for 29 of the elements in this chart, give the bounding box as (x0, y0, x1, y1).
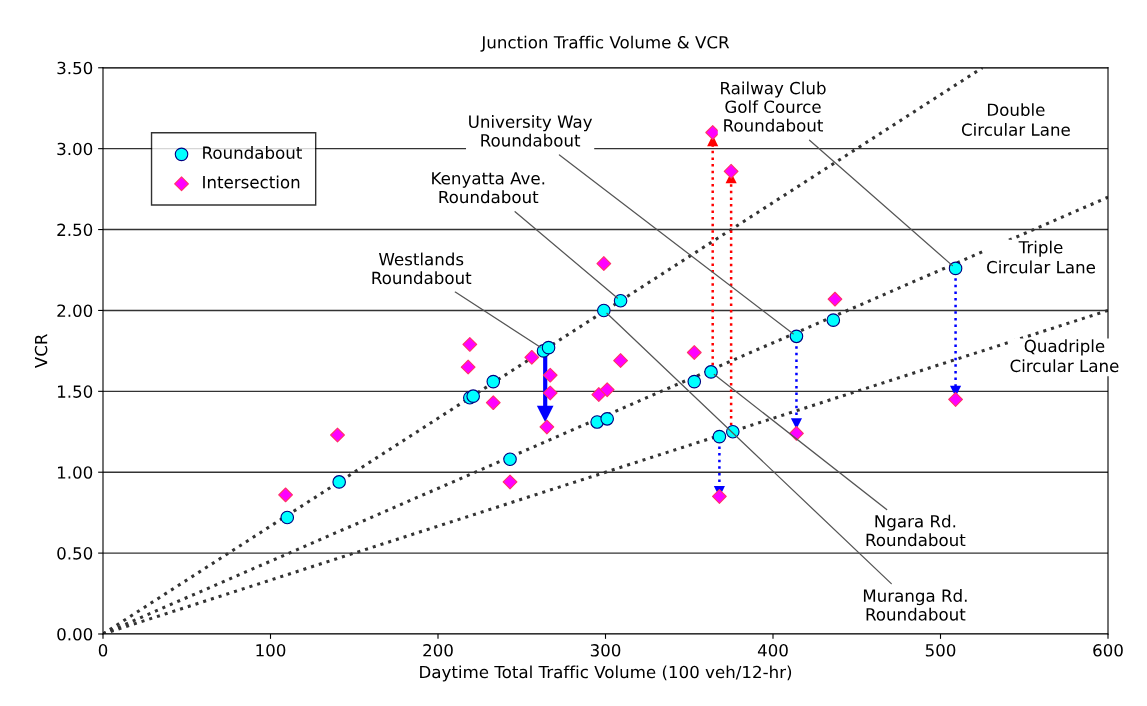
series-label: Quadriple Circular Lane (1010, 339, 1119, 373)
series-label: Double Circular Lane (961, 103, 1070, 136)
x-tick-label: 200 (423, 644, 453, 657)
x-tick-label: 0 (98, 644, 108, 657)
x-tick-label: 300 (590, 644, 621, 657)
y-tick-label: 3.50 (57, 61, 93, 75)
y-tick-label: 3.00 (57, 142, 93, 156)
x-tick-label: 500 (925, 644, 956, 657)
annotation: University Way Roundabout (469, 115, 593, 147)
annotation: Muranga Rd. Roundabout (863, 589, 967, 621)
x-tick-label: 400 (757, 644, 788, 657)
y-axis-title: VCR (34, 334, 48, 369)
annotation: Ngara Rd. Roundabout (866, 514, 966, 547)
x-tick-label: 100 (256, 644, 286, 657)
y-tick-label: 1.50 (58, 385, 93, 398)
x-tick-label: 600 (1093, 644, 1123, 657)
y-tick-label: 0.00 (57, 627, 93, 641)
annotation: Westlands Roundabout (372, 252, 472, 285)
annotation: Kenyatta Ave. Roundabout (432, 172, 545, 204)
x-axis-title: Daytime Total Traffic Volume (100 veh/12-hr) (420, 665, 792, 682)
y-tick-label: 1.00 (58, 466, 93, 479)
series-label: Triple Circular Lane (987, 240, 1096, 274)
legend-label: Roundabout (203, 146, 302, 159)
y-tick-label: 2.00 (57, 304, 93, 318)
y-tick-label: 2.50 (57, 223, 93, 237)
chart-title: Junction Traffic Volume & VCR (480, 35, 730, 52)
y-tick-label: 0.50 (57, 547, 93, 560)
annotation: Railway Club Golf Cource Roundabout (721, 81, 826, 132)
legend-label: Intersection (203, 175, 300, 189)
